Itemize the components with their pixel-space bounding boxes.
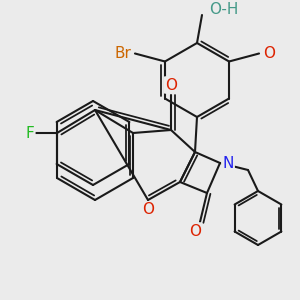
Text: F: F [26, 125, 34, 140]
Text: O: O [142, 202, 154, 217]
Text: O: O [263, 46, 275, 61]
Text: O-H: O-H [209, 2, 239, 17]
Text: N: N [222, 155, 234, 170]
Text: Br: Br [115, 46, 131, 61]
Text: O: O [189, 224, 201, 238]
Text: O: O [165, 77, 177, 92]
